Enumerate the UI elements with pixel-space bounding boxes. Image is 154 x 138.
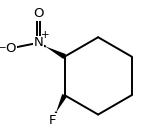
- Polygon shape: [56, 94, 67, 113]
- Text: N: N: [34, 36, 43, 49]
- Text: −: −: [0, 43, 7, 53]
- Polygon shape: [45, 46, 66, 59]
- Text: F: F: [49, 114, 56, 127]
- Text: O: O: [33, 7, 44, 20]
- Text: +: +: [41, 30, 49, 40]
- Text: O: O: [6, 42, 16, 55]
